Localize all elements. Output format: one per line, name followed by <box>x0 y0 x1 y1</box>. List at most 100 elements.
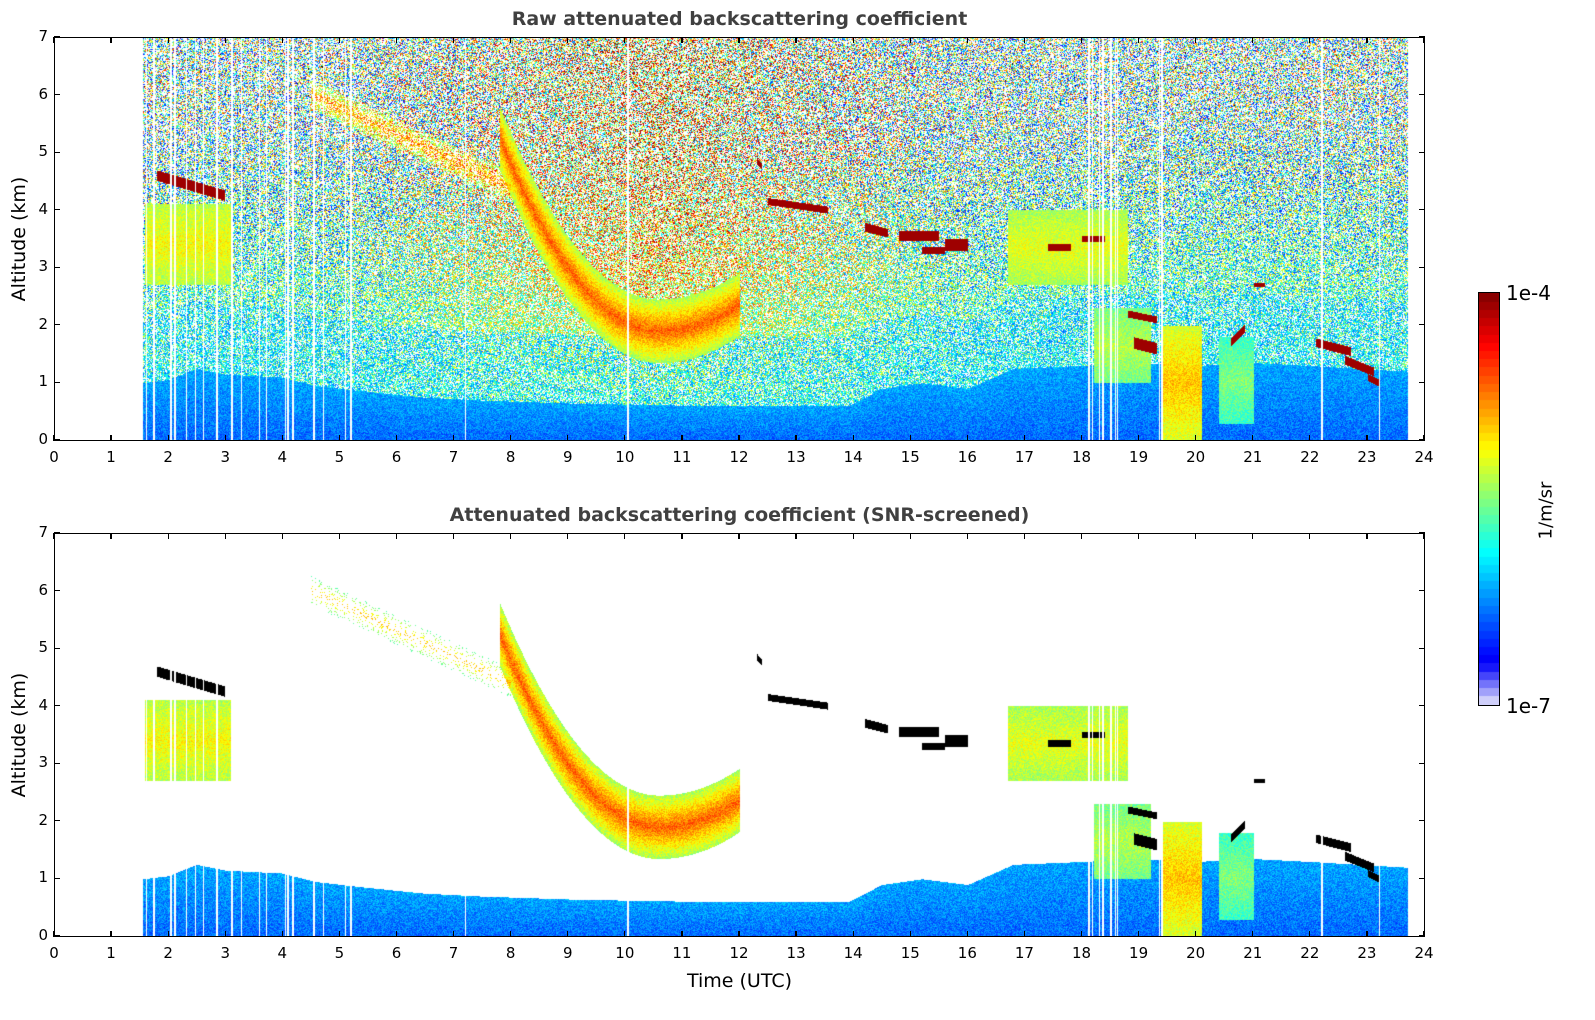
y-tick-mark <box>1419 877 1425 880</box>
x-tick-mark <box>1080 435 1083 441</box>
x-tick-mark <box>1023 533 1025 539</box>
y-tick-label: 4 <box>38 695 48 714</box>
y-tick-label: 7 <box>38 523 48 541</box>
x-tick-mark <box>1137 533 1140 539</box>
x-tick-mark <box>281 435 283 441</box>
x-tick-label: 23 <box>1357 944 1377 962</box>
y-tick-mark <box>1419 762 1425 764</box>
x-tick-mark <box>224 533 226 539</box>
x-tick-mark <box>738 37 740 43</box>
bottom-heatmap-panel <box>54 533 1425 937</box>
colorbar-min-label: 1e-7 <box>1506 694 1551 718</box>
x-tick-label: 6 <box>391 944 402 962</box>
x-tick-mark <box>681 435 683 441</box>
x-tick-label: 7 <box>448 944 459 962</box>
x-tick-mark <box>452 37 455 43</box>
x-tick-mark <box>624 37 626 43</box>
y-tick-mark <box>54 935 60 937</box>
y-tick-mark <box>54 381 60 384</box>
x-tick-mark <box>395 37 398 43</box>
x-tick-mark <box>681 533 683 539</box>
top-y-axis-label: Altitude (km) <box>8 176 30 302</box>
x-tick-mark <box>338 533 340 539</box>
x-tick-mark <box>1195 37 1197 43</box>
x-tick-mark <box>510 533 512 539</box>
y-tick-mark <box>54 439 60 441</box>
x-tick-mark <box>510 37 512 43</box>
x-tick-label: 9 <box>562 448 573 466</box>
x-tick-mark <box>452 435 455 441</box>
x-tick-mark <box>1423 533 1425 539</box>
colorbar <box>1478 292 1500 706</box>
y-tick-label: 6 <box>38 84 48 103</box>
x-tick-mark <box>224 435 226 441</box>
x-tick-mark <box>281 931 283 937</box>
y-tick-label: 0 <box>38 926 48 944</box>
x-tick-label: 14 <box>843 944 863 962</box>
x-tick-label: 2 <box>163 944 173 962</box>
x-tick-mark <box>1137 37 1140 43</box>
x-tick-label: 20 <box>1186 944 1206 962</box>
x-tick-mark <box>1366 533 1368 539</box>
colorbar-units-label: 1/m/sr <box>1535 481 1557 540</box>
x-tick-label: 15 <box>900 944 920 962</box>
x-axis-label: Time (UTC) <box>686 970 793 992</box>
y-tick-label: 1 <box>38 372 48 391</box>
x-tick-mark <box>1137 435 1140 441</box>
x-tick-mark <box>1252 37 1254 43</box>
x-tick-mark <box>53 533 55 539</box>
x-tick-mark <box>738 533 740 539</box>
bottom-heatmap-canvas <box>54 533 1425 937</box>
y-tick-label: 0 <box>38 430 48 448</box>
x-tick-mark <box>338 931 340 937</box>
x-tick-mark <box>1195 533 1197 539</box>
x-tick-mark <box>1023 435 1025 441</box>
x-tick-mark <box>681 37 683 43</box>
x-tick-label: 5 <box>334 944 345 962</box>
x-tick-mark <box>53 37 55 43</box>
bottom-y-axis-label: Altitude (km) <box>8 672 30 798</box>
x-tick-mark <box>567 931 569 937</box>
x-tick-mark <box>795 37 797 43</box>
x-tick-mark <box>1252 533 1254 539</box>
y-tick-label: 6 <box>38 580 48 599</box>
y-tick-mark <box>1419 381 1425 384</box>
y-tick-label: 7 <box>38 27 48 45</box>
y-tick-mark <box>54 532 60 534</box>
x-tick-mark <box>1366 37 1368 43</box>
top-heatmap-panel <box>54 37 1425 441</box>
y-tick-mark <box>1419 647 1425 649</box>
x-tick-mark <box>738 435 740 441</box>
x-tick-label: 15 <box>900 448 920 466</box>
x-tick-mark <box>1195 931 1197 937</box>
y-tick-mark <box>1419 93 1425 96</box>
x-tick-label: 19 <box>1129 448 1149 466</box>
x-tick-label: 17 <box>1014 944 1034 962</box>
y-tick-mark <box>54 820 60 822</box>
x-tick-mark <box>1423 435 1425 441</box>
x-tick-label: 11 <box>672 448 692 466</box>
y-tick-mark <box>1419 935 1425 937</box>
y-tick-mark <box>54 705 60 707</box>
x-tick-mark <box>567 435 569 441</box>
bottom-panel-title: Attenuated backscattering coefficient (S… <box>449 504 1030 526</box>
x-tick-mark <box>1137 931 1140 937</box>
x-tick-mark <box>966 533 968 539</box>
x-tick-label: 21 <box>1243 944 1263 962</box>
y-tick-mark <box>54 36 60 38</box>
top-heatmap-canvas <box>54 37 1425 441</box>
x-tick-label: 5 <box>334 448 345 466</box>
y-tick-mark <box>1419 209 1425 211</box>
x-tick-label: 13 <box>786 448 806 466</box>
y-tick-mark <box>54 209 60 211</box>
y-tick-mark <box>1419 532 1425 534</box>
y-tick-mark <box>54 762 60 764</box>
x-tick-label: 21 <box>1243 448 1263 466</box>
y-tick-label: 5 <box>38 638 48 657</box>
x-tick-mark <box>966 37 968 43</box>
x-tick-mark <box>1423 931 1425 937</box>
x-tick-mark <box>624 533 626 539</box>
x-tick-mark <box>795 931 797 937</box>
y-tick-label: 2 <box>38 314 48 333</box>
y-tick-mark <box>1419 439 1425 441</box>
